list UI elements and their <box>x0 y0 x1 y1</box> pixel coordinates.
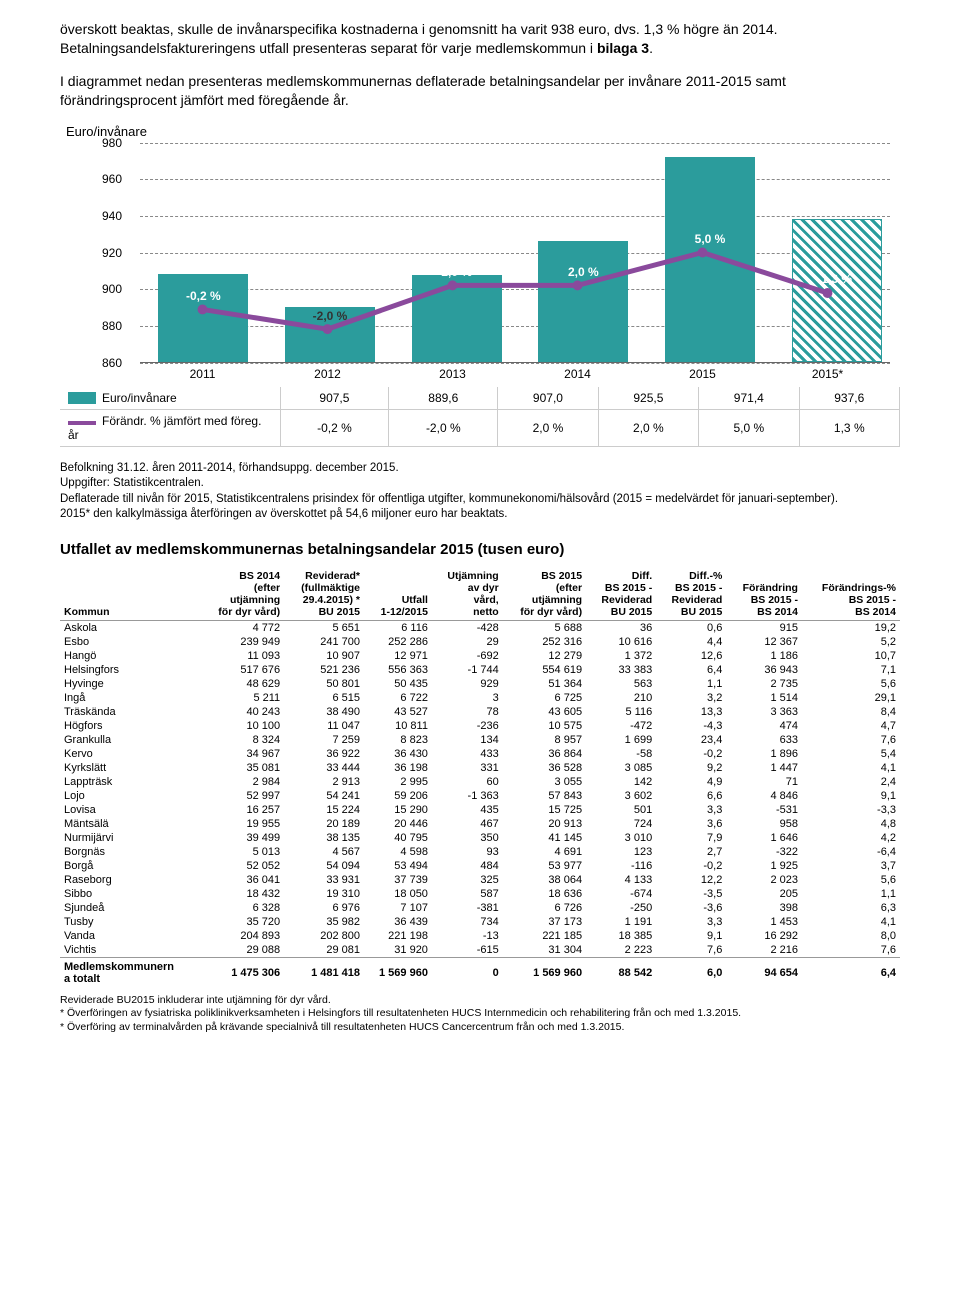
table-row: Lojo52 99754 24159 206-1 36357 8433 6026… <box>60 789 900 803</box>
table-row: Raseborg36 04133 93137 73932538 0644 133… <box>60 873 900 887</box>
table-row: Hangö11 09310 90712 971-69212 2791 37212… <box>60 649 900 663</box>
table-row: Askola4 7725 6516 116-4285 688360,691519… <box>60 620 900 635</box>
caption-line: 2015* den kalkylmässiga återföringen av … <box>60 507 900 523</box>
table-header: Reviderad*(fullmäktige29.4.2015) *BU 201… <box>284 568 364 621</box>
chart-line-label: 2,0 % <box>568 265 599 279</box>
table-header: FörändringBS 2015 -BS 2014 <box>726 568 802 621</box>
chart-plot-area: 860880900920940960980-0,2 %-2,0 %2,0 %2,… <box>140 143 890 363</box>
table-footnotes: Reviderade BU2015 inkluderar inte utjämn… <box>60 994 900 1035</box>
table-row: Sibbo18 43219 31018 05058718 636-674-3,5… <box>60 887 900 901</box>
table-row: Högfors10 10011 04710 811-23610 575-472-… <box>60 719 900 733</box>
table-row: Sjundeå6 3286 9767 107-3816 726-250-3,63… <box>60 901 900 915</box>
table-row: Vichtis29 08829 08131 920-61531 3042 223… <box>60 943 900 958</box>
table-row: Ingå5 2116 5156 72236 7252103,21 51429,1 <box>60 691 900 705</box>
table-row: Lappträsk2 9842 9132 995603 0551424,9712… <box>60 775 900 789</box>
table-title: Utfallet av medlemskommunernas betalning… <box>60 541 900 558</box>
table-row: Lovisa16 25715 22415 29043515 7255013,3-… <box>60 803 900 817</box>
chart-bar <box>538 241 628 361</box>
table-row: Esbo239 949241 700252 28629252 31610 616… <box>60 635 900 649</box>
caption-line: Uppgifter: Statistikcentralen. <box>60 476 900 492</box>
table-row: Kyrkslätt35 08133 44436 19833136 5283 08… <box>60 761 900 775</box>
footnote-line: Reviderade BU2015 inkluderar inte utjämn… <box>60 994 900 1008</box>
chart-y-axis-label: Euro/invånare <box>60 124 900 139</box>
intro-paragraph: I diagrammet nedan presenteras medlemsko… <box>60 72 900 110</box>
table-row: Hyvinge48 62950 80150 43592951 3645631,1… <box>60 677 900 691</box>
caption-line: Deflaterade till nivån för 2015, Statist… <box>60 492 900 508</box>
table-header: Kommun <box>60 568 201 621</box>
table-row: Borgå52 05254 09453 49448453 977-116-0,2… <box>60 859 900 873</box>
caption-line: Befolkning 31.12. åren 2011-2014, förhan… <box>60 461 900 477</box>
table-row: Kervo34 96736 92236 43043336 864-58-0,21… <box>60 747 900 761</box>
deflated-payments-chart: Euro/invånare 860880900920940960980-0,2 … <box>60 124 900 447</box>
table-total-row: Medlemskommunerna totalt1 475 3061 481 4… <box>60 957 900 988</box>
chart-bar <box>665 157 755 361</box>
chart-line-label: -2,0 % <box>313 309 348 323</box>
chart-x-tick: 2011 <box>140 363 265 381</box>
chart-bar <box>792 219 882 361</box>
chart-x-tick: 2014 <box>515 363 640 381</box>
table-row: Mäntsälä19 95520 18920 44646720 9137243,… <box>60 817 900 831</box>
table-row: Tusby35 72035 98236 43973437 1731 1913,3… <box>60 915 900 929</box>
table-header: BS 2014(efterutjämningför dyr vård) <box>201 568 284 621</box>
footnote-line: * Överföring av terminalvården på krävan… <box>60 1021 900 1035</box>
table-header: Diff.BS 2015 -RevideradBU 2015 <box>586 568 656 621</box>
chart-bar <box>158 274 248 361</box>
chart-legend-table: Euro/invånare907,5889,6907,0925,5971,493… <box>60 387 900 447</box>
chart-line-label: 1,3 % <box>821 272 852 286</box>
table-header: Diff.-%BS 2015 -RevideradBU 2015 <box>656 568 726 621</box>
table-row: Träskända40 24338 49043 5277843 6055 116… <box>60 705 900 719</box>
chart-line-label: 5,0 % <box>695 232 726 246</box>
table-header: BS 2015(efterutjämningför dyr vård) <box>503 568 586 621</box>
table-header: Utfall1-12/2015 <box>364 568 432 621</box>
chart-x-tick: 2015* <box>765 363 890 381</box>
table-row: Borgnäs5 0134 5674 598934 6911232,7-322-… <box>60 845 900 859</box>
chart-caption: Befolkning 31.12. åren 2011-2014, förhan… <box>60 461 900 523</box>
table-row: Helsingfors517 676521 236556 363-1 74455… <box>60 663 900 677</box>
chart-x-tick: 2012 <box>265 363 390 381</box>
table-row: Nurmijärvi39 49938 13540 79535041 1453 0… <box>60 831 900 845</box>
footnote-line: * Överföringen av fysiatriska poliklinik… <box>60 1007 900 1021</box>
chart-x-tick: 2015 <box>640 363 765 381</box>
chart-x-axis-labels: 201120122013201420152015* <box>140 363 890 381</box>
chart-line-label: 2,0 % <box>441 265 472 279</box>
chart-bar <box>412 275 502 361</box>
chart-line-label: -0,2 % <box>186 289 221 303</box>
table-row: Grankulla8 3247 2598 8231348 9571 69923,… <box>60 733 900 747</box>
payments-table: KommunBS 2014(efterutjämningför dyr vård… <box>60 568 900 988</box>
chart-x-tick: 2013 <box>390 363 515 381</box>
table-row: Vanda204 893202 800221 198-13221 18518 3… <box>60 929 900 943</box>
table-header: Förändrings-%BS 2015 -BS 2014 <box>802 568 900 621</box>
intro-paragraph: överskott beaktas, skulle de invånarspec… <box>60 20 900 58</box>
table-header: Utjämningav dyrvård,netto <box>432 568 503 621</box>
